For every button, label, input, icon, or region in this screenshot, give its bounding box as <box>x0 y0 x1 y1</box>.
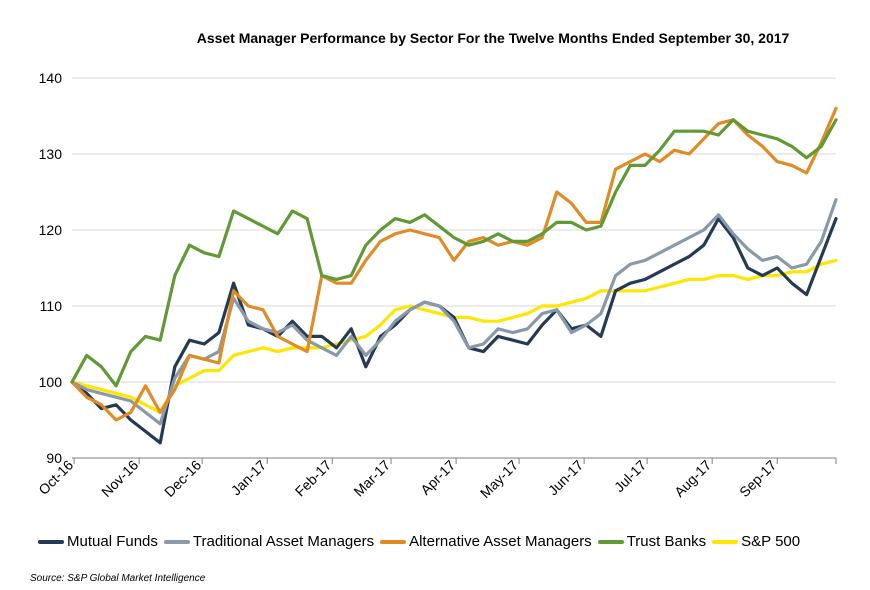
legend-item: Mutual Funds <box>38 533 158 550</box>
series-line-trust-banks <box>70 118 838 388</box>
x-tick-label: Mar-17 <box>350 457 393 500</box>
x-tick-label: Feb-17 <box>292 457 335 500</box>
legend-item: Traditional Asset Managers <box>163 533 375 550</box>
y-tick-label: 110 <box>40 298 63 314</box>
legend-swatch <box>380 539 407 544</box>
legend-label: S&P 500 <box>741 533 801 550</box>
x-tick-label: Jun-17 <box>545 457 587 499</box>
legend-item: S&P 500 <box>712 533 800 550</box>
legend-label: Alternative Asset Managers <box>409 533 592 550</box>
x-tick-label: May-17 <box>477 457 521 501</box>
source-note: Source: S&P Global Market Intelligence <box>30 573 206 584</box>
x-tick-label: Jul-17 <box>611 457 649 495</box>
x-tick-label: Dec-16 <box>161 457 204 500</box>
x-tick-label: Aug-17 <box>671 457 714 500</box>
legend-item: Alternative Asset Managers <box>380 533 592 550</box>
y-tick-label: 140 <box>39 70 63 86</box>
series-line-mutual-funds <box>70 217 838 445</box>
legend-item: Trust Banks <box>597 533 707 550</box>
legend-swatch <box>38 539 64 544</box>
y-tick-label: 120 <box>39 222 63 238</box>
chart-legend: Mutual Funds Traditional Asset Managers Al… <box>38 533 806 550</box>
chart-title: Asset Manager Performance by Sector For … <box>196 30 790 46</box>
legend-label: Trust Banks <box>626 533 707 550</box>
legend-swatch <box>163 539 190 544</box>
y-tick-label: 90 <box>46 450 62 466</box>
y-tick-label: 130 <box>39 146 63 162</box>
legend-label: Traditional Asset Managers <box>192 533 375 550</box>
series-line-sp500 <box>70 258 838 414</box>
x-tick-label: Sep-17 <box>736 457 779 500</box>
legend-swatch <box>712 539 739 544</box>
y-tick-label: 100 <box>39 374 63 390</box>
x-tick-label: Apr-17 <box>417 457 458 498</box>
x-tick-label: Nov-16 <box>98 457 141 500</box>
series-line-alternative <box>70 106 838 422</box>
legend-swatch <box>597 539 624 544</box>
series-line-traditional <box>70 198 838 426</box>
legend-label: Mutual Funds <box>67 533 158 550</box>
x-tick-label: Jan-17 <box>228 457 270 499</box>
